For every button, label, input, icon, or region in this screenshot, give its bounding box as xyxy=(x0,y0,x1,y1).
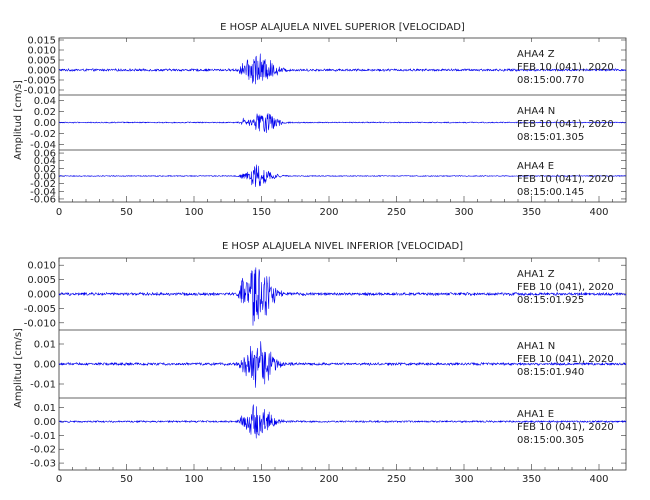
y-tick-label: 0.00 xyxy=(34,172,56,183)
x-tick-label: 100 xyxy=(184,474,203,485)
trace-date: FEB 10 (041), 2020 xyxy=(517,62,614,73)
panel-title: E HOSP ALAJUELA NIVEL INFERIOR [VELOCIDA… xyxy=(222,241,463,252)
y-tick-label: -0.04 xyxy=(30,140,56,151)
trace-date: FEB 10 (041), 2020 xyxy=(517,282,614,293)
y-tick-label: -0.005 xyxy=(24,76,56,87)
x-tick-label: 0 xyxy=(56,474,62,485)
y-tick-label: -0.02 xyxy=(30,129,56,140)
waveform-trace xyxy=(58,404,627,439)
trace-date: FEB 10 (041), 2020 xyxy=(517,119,614,130)
y-tick-label: -0.010 xyxy=(24,86,56,97)
y-tick-label: 0.00 xyxy=(34,417,56,428)
x-tick-label: 350 xyxy=(522,474,541,485)
x-tick-label: 250 xyxy=(387,207,406,218)
trace-date: FEB 10 (041), 2020 xyxy=(517,174,614,185)
y-axis-label: Amplitud [cm/s] xyxy=(13,328,24,408)
x-tick-label: 200 xyxy=(319,207,338,218)
x-tick-label: 400 xyxy=(589,474,608,485)
x-tick-label: 150 xyxy=(252,207,271,218)
y-tick-label: 0.04 xyxy=(34,156,56,167)
y-tick-label: 0.00 xyxy=(34,360,56,371)
waveform-trace xyxy=(58,53,627,85)
trace-start-time: 08:15:01.925 xyxy=(517,295,584,306)
y-tick-label: 0.01 xyxy=(34,403,56,414)
station-label: AHA4 Z xyxy=(517,49,555,60)
y-tick-label: 0.06 xyxy=(34,149,56,160)
trace-date: FEB 10 (041), 2020 xyxy=(517,354,614,365)
y-tick-label: -0.010 xyxy=(24,318,56,329)
panel-2: E HOSP ALAJUELA NIVEL INFERIOR [VELOCIDA… xyxy=(13,241,627,485)
waveform-trace xyxy=(58,164,627,187)
x-tick-label: 50 xyxy=(120,474,133,485)
y-tick-label: 0.02 xyxy=(34,107,56,118)
trace-AHA1-Z: 0.010 0.005 0.000 -0.005 -0.010 AHA1 Z FEB 10 … xyxy=(24,261,627,329)
waveform-trace xyxy=(58,267,627,326)
waveform-trace xyxy=(58,113,627,134)
y-tick-label: -0.02 xyxy=(30,445,56,456)
station-label: AHA4 E xyxy=(517,161,554,172)
y-tick-label: 0.015 xyxy=(27,36,56,47)
trace-AHA4-N: 0.040.020.00-0.02-0.04 AHA4 N FEB 10 (041)… xyxy=(30,94,627,151)
y-tick-label: 0.005 xyxy=(27,56,56,67)
y-tick-label: -0.02 xyxy=(30,179,56,190)
trace-AHA1-E: 0.01 0.00 -0.01 -0.02 -0.03 AHA1 E FEB 10 (041… xyxy=(30,397,627,470)
panel-1: E HOSP ALAJUELA NIVEL SUPERIOR [VELOCIDA… xyxy=(13,22,627,218)
y-tick-label: -0.06 xyxy=(30,194,56,205)
x-tick-label: 350 xyxy=(522,207,541,218)
trace-AHA4-E: 0.060.040.020.00-0.02-0.04-0.06 AHA4 E FEB… xyxy=(30,149,627,205)
y-tick-label: -0.01 xyxy=(30,431,56,442)
y-tick-label: -0.01 xyxy=(30,380,56,391)
x-tick-label: 50 xyxy=(120,207,133,218)
trace-start-time: 08:15:01.305 xyxy=(517,132,584,143)
trace-start-time: 08:15:00.305 xyxy=(517,435,584,446)
y-tick-label: -0.03 xyxy=(30,459,56,470)
x-tick-label: 100 xyxy=(184,207,203,218)
x-tick-label: 0 xyxy=(56,207,62,218)
x-tick-label: 200 xyxy=(319,474,338,485)
y-tick-label: -0.04 xyxy=(30,187,56,198)
trace-start-time: 08:15:00.770 xyxy=(517,75,584,86)
station-label: AHA1 Z xyxy=(517,269,555,280)
trace-start-time: 08:15:01.940 xyxy=(517,367,584,378)
station-label: AHA1 N xyxy=(517,341,555,352)
x-tick-label: 300 xyxy=(454,474,473,485)
y-tick-label: 0.01 xyxy=(34,340,56,351)
y-axis-label: Amplitud [cm/s] xyxy=(13,80,24,160)
y-tick-label: 0.010 xyxy=(27,46,56,57)
station-label: AHA4 N xyxy=(517,106,555,117)
panel-title: E HOSP ALAJUELA NIVEL SUPERIOR [VELOCIDA… xyxy=(220,22,465,33)
y-tick-label: 0.010 xyxy=(27,261,56,272)
x-tick-label: 150 xyxy=(252,474,271,485)
y-tick-label: 0.02 xyxy=(34,164,56,175)
trace-start-time: 08:15:00.145 xyxy=(517,187,584,198)
x-tick-label: 300 xyxy=(454,207,473,218)
trace-date: FEB 10 (041), 2020 xyxy=(517,422,614,433)
y-tick-label: -0.005 xyxy=(24,304,56,315)
x-tick-label: 400 xyxy=(589,207,608,218)
y-tick-label: 0.04 xyxy=(34,96,56,107)
y-tick-label: 0.00 xyxy=(34,118,56,129)
station-label: AHA1 E xyxy=(517,409,554,420)
x-tick-label: 250 xyxy=(387,474,406,485)
trace-AHA1-N: 0.01 0.00 -0.01 AHA1 N FEB 10 (041), 2020 08:… xyxy=(30,329,627,391)
y-tick-label: 0.005 xyxy=(27,275,56,286)
y-tick-label: 0.000 xyxy=(27,290,56,301)
y-tick-label: 0.000 xyxy=(27,66,56,77)
waveform-trace xyxy=(58,341,627,388)
